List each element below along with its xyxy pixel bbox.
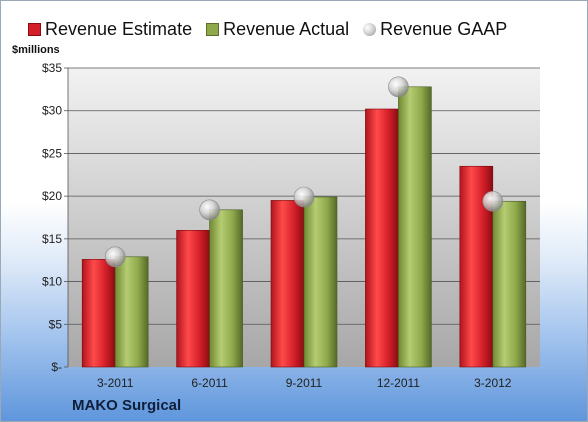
y-tick-label: $20 — [42, 189, 62, 203]
x-tick-label: 12-2011 — [377, 376, 420, 390]
x-tick-label: 3-2012 — [474, 376, 512, 390]
point-revenue-gaap — [293, 186, 315, 208]
legend-item-gaap: Revenue GAAP — [363, 19, 507, 40]
x-tick-label: 6-2011 — [191, 376, 228, 390]
bar-revenue-actual — [303, 196, 338, 368]
bar-revenue-actual — [114, 256, 149, 368]
bar-revenue-actual — [398, 86, 432, 368]
legend-label-actual: Revenue Actual — [223, 18, 350, 39]
point-revenue-gaap — [482, 190, 504, 212]
x-tick-label: 9-2011 — [286, 376, 323, 390]
legend-item-estimate: Revenue Estimate — [28, 19, 192, 40]
legend-label-gaap: Revenue GAAP — [380, 18, 508, 39]
bar-revenue-estimate — [81, 259, 116, 368]
y-tick-label: $15 — [42, 232, 62, 246]
legend-label-estimate: Revenue Estimate — [45, 18, 193, 39]
legend-swatch-actual — [206, 22, 220, 36]
bar-revenue-estimate — [176, 230, 210, 368]
legend: Revenue Estimate Revenue Actual Revenue … — [28, 17, 507, 41]
x-tick-label: 3-2011 — [97, 376, 134, 390]
bar-revenue-actual — [492, 200, 527, 368]
legend-swatch-gaap — [363, 22, 377, 36]
y-tick-label: $30 — [42, 104, 62, 118]
company-name: MAKO Surgical — [72, 397, 182, 414]
y-tick-label: $5 — [49, 317, 63, 331]
y-tick-label: $35 — [42, 61, 62, 75]
bar-revenue-actual — [209, 209, 243, 368]
bar-revenue-estimate — [365, 108, 399, 368]
y-tick-label: $10 — [42, 275, 62, 289]
point-revenue-gaap — [199, 199, 220, 221]
legend-item-actual: Revenue Actual — [206, 19, 349, 40]
y-tick-label: $- — [51, 360, 62, 374]
point-revenue-gaap — [104, 246, 126, 268]
bar-revenue-estimate — [270, 200, 305, 368]
legend-swatch-estimate — [28, 22, 41, 36]
y-unit-label: $millions — [12, 44, 60, 56]
y-tick-label: $25 — [42, 146, 62, 160]
point-revenue-gaap — [388, 76, 409, 98]
